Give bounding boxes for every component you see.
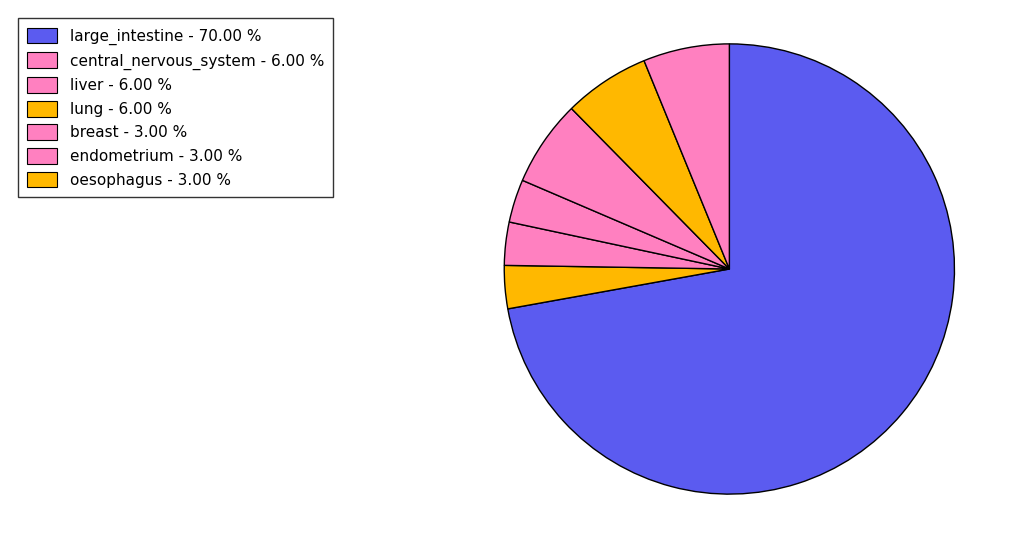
Wedge shape	[504, 222, 729, 269]
Legend: large_intestine - 70.00 %, central_nervous_system - 6.00 %, liver - 6.00 %, lung: large_intestine - 70.00 %, central_nervo…	[18, 18, 333, 197]
Wedge shape	[510, 180, 729, 269]
Wedge shape	[644, 44, 729, 269]
Wedge shape	[571, 61, 729, 269]
Wedge shape	[508, 44, 954, 494]
Wedge shape	[523, 109, 729, 269]
Wedge shape	[504, 265, 729, 309]
